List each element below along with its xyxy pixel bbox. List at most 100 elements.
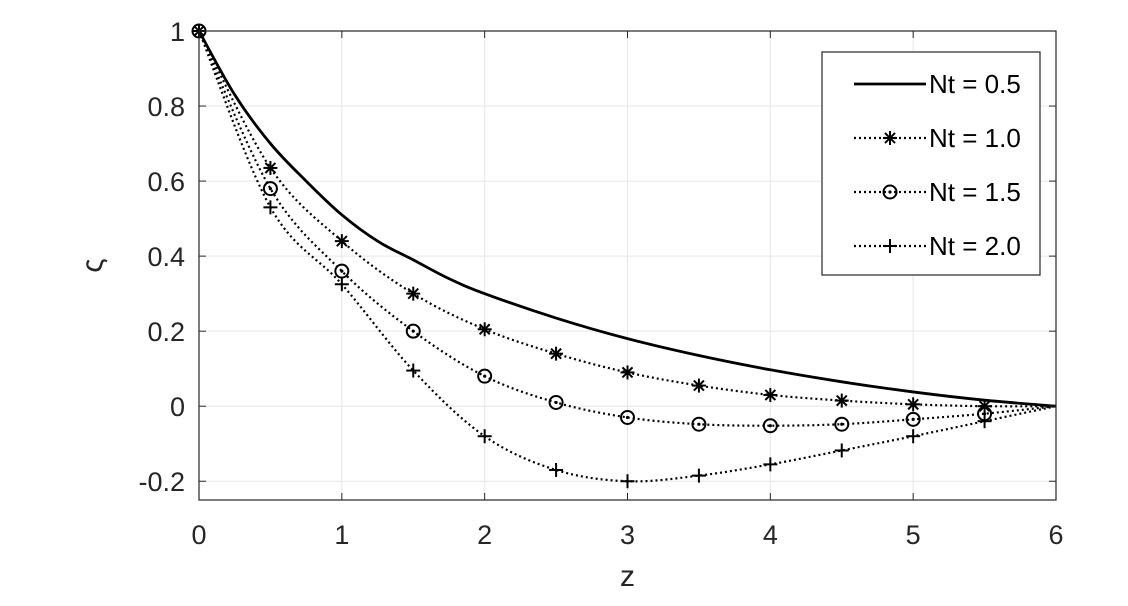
y-tick-label: -0.2 [138,467,185,497]
x-tick-label: 0 [191,520,206,550]
data-point [834,393,849,408]
legend-box [821,51,1041,276]
y-tick-label: 0.6 [147,167,185,197]
marker-stroke [336,235,348,247]
data-point [263,160,278,175]
data-point [977,414,992,429]
y-tick-label: 0.4 [147,242,185,272]
marker-dot [411,329,415,333]
series-line [197,30,1057,427]
x-tick-label: 2 [477,520,492,550]
legend-label: Nt = 1.0 [929,123,1021,153]
marker-stroke [478,323,491,336]
data-point [262,181,278,197]
data-point [477,322,492,337]
data-point [834,416,850,432]
marker-stroke [407,287,419,300]
x-tick-label: 5 [906,520,921,550]
x-tick-label: 4 [763,520,778,550]
x-tick-label: 1 [334,520,349,550]
marker-dot [554,400,558,405]
marker-stroke [978,400,991,412]
y-tick-label: 0 [170,392,185,422]
y-axis-label: ς [76,258,109,272]
marker-dot [911,417,915,421]
series-layer [191,23,1057,489]
marker-dot [768,424,772,428]
marker-ring [548,394,564,410]
data-point [477,429,492,444]
legend-entry: Nt = 2.0 [854,231,1021,261]
series-line [197,30,1057,408]
marker-ring [477,368,493,384]
legend-entry: Nt = 1.5 [854,177,1021,207]
marker-stroke [907,398,919,411]
series-1 [197,30,1057,408]
data-point [834,443,849,458]
legend-label: Nt = 2.0 [929,231,1021,261]
data-point [763,387,778,402]
data-point [549,346,564,361]
data-point [549,462,564,477]
data-point [691,416,707,432]
marker-dot [888,190,892,194]
data-point [620,365,635,380]
legend-label: Nt = 0.5 [929,69,1021,99]
data-point [763,457,778,472]
marker-dot [483,374,487,378]
marker-stroke [764,389,777,401]
data-point [263,200,278,215]
marker-ring [882,184,898,200]
data-point [405,323,421,339]
legend: Nt = 0.5 Nt = 1.0 Nt = 1.5 Nt = 2.0 [821,51,1041,276]
marker-ring [262,181,278,197]
data-point [334,277,349,292]
legend-entry: Nt = 0.5 [854,69,1021,99]
marker-dot [625,415,630,420]
x-tick-label: 6 [1048,520,1063,550]
data-point [406,363,421,378]
data-point [906,397,921,412]
marker-stroke [621,366,634,379]
marker-ring [905,411,921,427]
legend-entry: Nt = 1.0 [854,123,1021,153]
marker-stroke [264,162,277,174]
x-axis-label: z [620,560,635,593]
marker-dot [340,269,344,273]
data-point [620,474,635,489]
marker-stroke [550,347,562,360]
marker-stroke [836,394,848,407]
data-point [620,409,635,425]
marker-dot [268,186,273,191]
data-point [548,394,564,410]
legend-marker [883,239,897,253]
tick-labels: 0 1 2 3 4 5 6-0.200.20.40.60.81 [138,17,1063,550]
plot-frame [198,30,1057,501]
data-point [906,429,921,444]
data-point [477,368,493,384]
marker-ring [834,416,850,432]
series-2 [192,24,1057,414]
marker-dot [697,422,701,426]
data-point [691,378,706,393]
marker-stroke [884,132,896,144]
marker-stroke [693,379,705,392]
data-point [691,468,706,483]
marker-ring [762,418,778,434]
y-tick-label: 0.2 [147,317,185,347]
axes [198,30,1057,501]
x-tick-label: 3 [620,520,635,550]
series-line [197,30,1057,483]
legend-marker [883,131,897,145]
y-tick-label: 1 [170,17,185,47]
data-point [334,234,349,249]
data-point [905,411,921,427]
data-point [762,418,778,434]
data-point [977,399,992,414]
marker-dot [840,422,844,426]
legend-marker [882,184,898,200]
marker-ring [620,409,635,425]
marker-ring [405,323,421,339]
